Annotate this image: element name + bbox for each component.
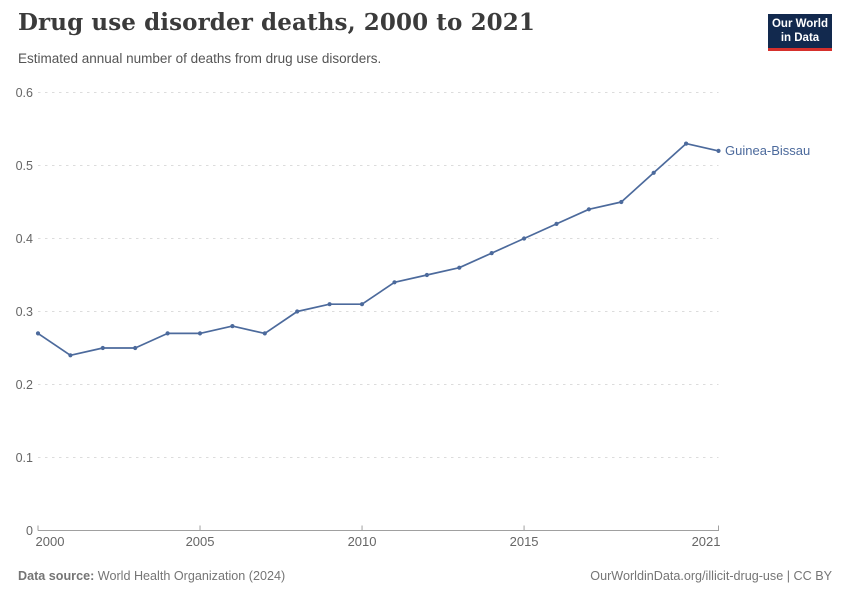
data-point	[457, 265, 462, 270]
data-point	[262, 331, 267, 336]
data-point	[133, 345, 138, 351]
chart-subtitle: Estimated annual number of deaths from d…	[18, 51, 382, 66]
data-point	[100, 345, 105, 351]
logo-text-line1: Our World	[771, 18, 828, 30]
owid-logo[interactable]: Our World in Data	[768, 14, 832, 51]
data-point	[197, 331, 203, 336]
logo-text-line2: in Data	[780, 31, 820, 44]
data-point	[586, 207, 592, 212]
data-point	[684, 141, 689, 146]
y-axis-label: 0.5	[16, 159, 33, 173]
data-point	[392, 280, 397, 285]
data-point	[619, 199, 624, 205]
data-point	[522, 236, 527, 241]
data-point	[651, 170, 656, 175]
x-axis-label: 2021	[692, 534, 721, 549]
data-point	[327, 302, 332, 307]
y-axis-label: 0.6	[16, 86, 33, 100]
y-axis-label: 0	[26, 524, 33, 538]
data-line	[37, 142, 720, 357]
data-source-value: World Health Organization (2024)	[94, 569, 286, 583]
data-point	[554, 221, 559, 226]
data-point	[68, 353, 73, 358]
data-point	[35, 331, 41, 336]
credit-link[interactable]: OurWorldinData.org/illicit-drug-use | CC…	[590, 569, 832, 583]
y-axis-label: 0.2	[16, 378, 33, 392]
y-axis-label: 0.3	[16, 305, 33, 319]
data-point	[424, 272, 429, 278]
x-axis-label: 2010	[348, 534, 377, 549]
data-point	[716, 148, 721, 153]
y-axis-label: 0.1	[16, 451, 33, 465]
y-axis-label: 0.4	[16, 232, 33, 246]
data-point	[295, 309, 300, 314]
data-point	[489, 251, 494, 256]
data-source-label: Data source:	[18, 569, 95, 583]
page-title: Drug use disorder deaths, 2000 to 2021	[18, 9, 535, 36]
x-axis-label: 2015	[510, 534, 539, 549]
x-axis-label: 2005	[186, 534, 215, 549]
data-point	[230, 324, 235, 329]
data-point	[165, 331, 170, 336]
series-end-label: Guinea-Bissau	[725, 143, 810, 158]
data-source: Data source: World Health Organization (…	[18, 569, 285, 583]
data-point	[359, 302, 365, 307]
x-axis-label: 2000	[36, 534, 65, 549]
